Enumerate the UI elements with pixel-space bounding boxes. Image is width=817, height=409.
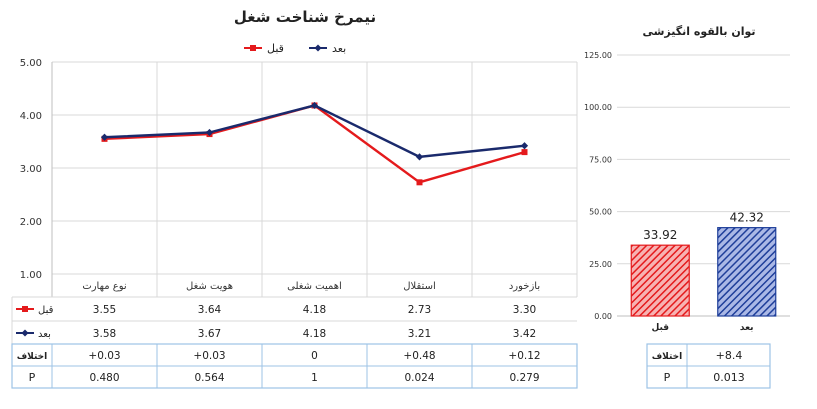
table-value: 3.30 xyxy=(513,304,536,316)
table-value: 3.55 xyxy=(93,304,116,316)
y-tick-label: 2.00 xyxy=(20,217,42,228)
table-value: 3.42 xyxy=(513,328,536,340)
stats-diff-value: +0.12 xyxy=(508,350,540,362)
bar-chart-title: توان بالقوه انگیزشی xyxy=(642,25,755,38)
series-line xyxy=(104,104,525,184)
y-tick-label: 125.00 xyxy=(584,51,612,60)
table-series-label: قبل xyxy=(38,305,54,316)
line-chart-title: نیمرخ شناخت شغل xyxy=(234,8,376,26)
table-value: 3.64 xyxy=(198,304,222,316)
data-point xyxy=(520,142,529,150)
x-tick-label: استقلال xyxy=(403,281,435,292)
table-value: 4.18 xyxy=(303,328,326,340)
table-value: 2.73 xyxy=(408,304,431,316)
bar-value-label: 33.92 xyxy=(643,228,677,242)
stats-p-value: 0.279 xyxy=(509,372,539,384)
x-tick-label: هویت شغل xyxy=(186,281,233,292)
y-tick-label: 0.00 xyxy=(594,312,612,321)
y-tick-label: 75.00 xyxy=(589,155,612,164)
line-legend: قبل بعد xyxy=(244,42,346,55)
stats-diff-value: +0.03 xyxy=(193,350,225,362)
data-point xyxy=(100,133,109,141)
legend-label-after: بعد xyxy=(332,42,346,55)
series-line xyxy=(104,104,525,159)
data-point xyxy=(521,149,528,156)
data-point xyxy=(205,128,214,137)
x-tick-label: اهمیت شغلی xyxy=(287,281,342,292)
stats-p-label: P xyxy=(29,371,36,384)
bar xyxy=(717,227,777,317)
x-tick-label: نوع مهارت xyxy=(82,281,126,292)
y-tick-label: 25.00 xyxy=(589,260,612,269)
stats-p-value: 0.480 xyxy=(89,372,119,384)
table-legend-marker xyxy=(21,329,29,337)
stats-diff-label: اختلاف xyxy=(17,352,48,362)
legend-label-before: قبل xyxy=(267,42,284,55)
x-tick-label: بعد xyxy=(740,323,754,333)
data-point xyxy=(415,153,424,161)
data-point xyxy=(310,101,319,110)
stats-p-value: 1 xyxy=(311,372,318,384)
y-tick-label: 1.00 xyxy=(20,270,42,281)
table-value: 3.67 xyxy=(198,328,221,340)
table-value: 4.18 xyxy=(303,304,326,316)
x-tick-label: بازخورد xyxy=(509,281,540,292)
stats-p-value: 0.564 xyxy=(194,372,224,384)
stats-p-label: P xyxy=(664,371,671,384)
x-tick-label: قبل xyxy=(651,323,669,333)
table-legend-marker xyxy=(22,306,28,312)
y-tick-label: 50.00 xyxy=(589,208,612,217)
stats-diff-value: +8.4 xyxy=(716,349,743,362)
table-value: 3.58 xyxy=(93,328,116,340)
table-value: 3.21 xyxy=(408,328,431,340)
data-point xyxy=(416,179,423,186)
y-tick-label: 5.00 xyxy=(20,58,42,69)
stats-diff-value: +0.03 xyxy=(88,350,120,362)
stats-diff-label: اختلاف xyxy=(652,352,683,362)
y-tick-label: 3.00 xyxy=(20,164,42,175)
y-tick-label: 100.00 xyxy=(584,103,612,112)
bar-value-label: 42.32 xyxy=(730,211,764,225)
stats-p-value: 0.013 xyxy=(713,371,745,384)
y-tick-label: 4.00 xyxy=(20,111,42,122)
stats-diff-value: +0.48 xyxy=(403,350,435,362)
stats-p-value: 0.024 xyxy=(404,372,434,384)
stats-diff-value: 0 xyxy=(311,350,318,362)
table-series-label: بعد xyxy=(38,329,51,340)
bar xyxy=(630,244,690,317)
